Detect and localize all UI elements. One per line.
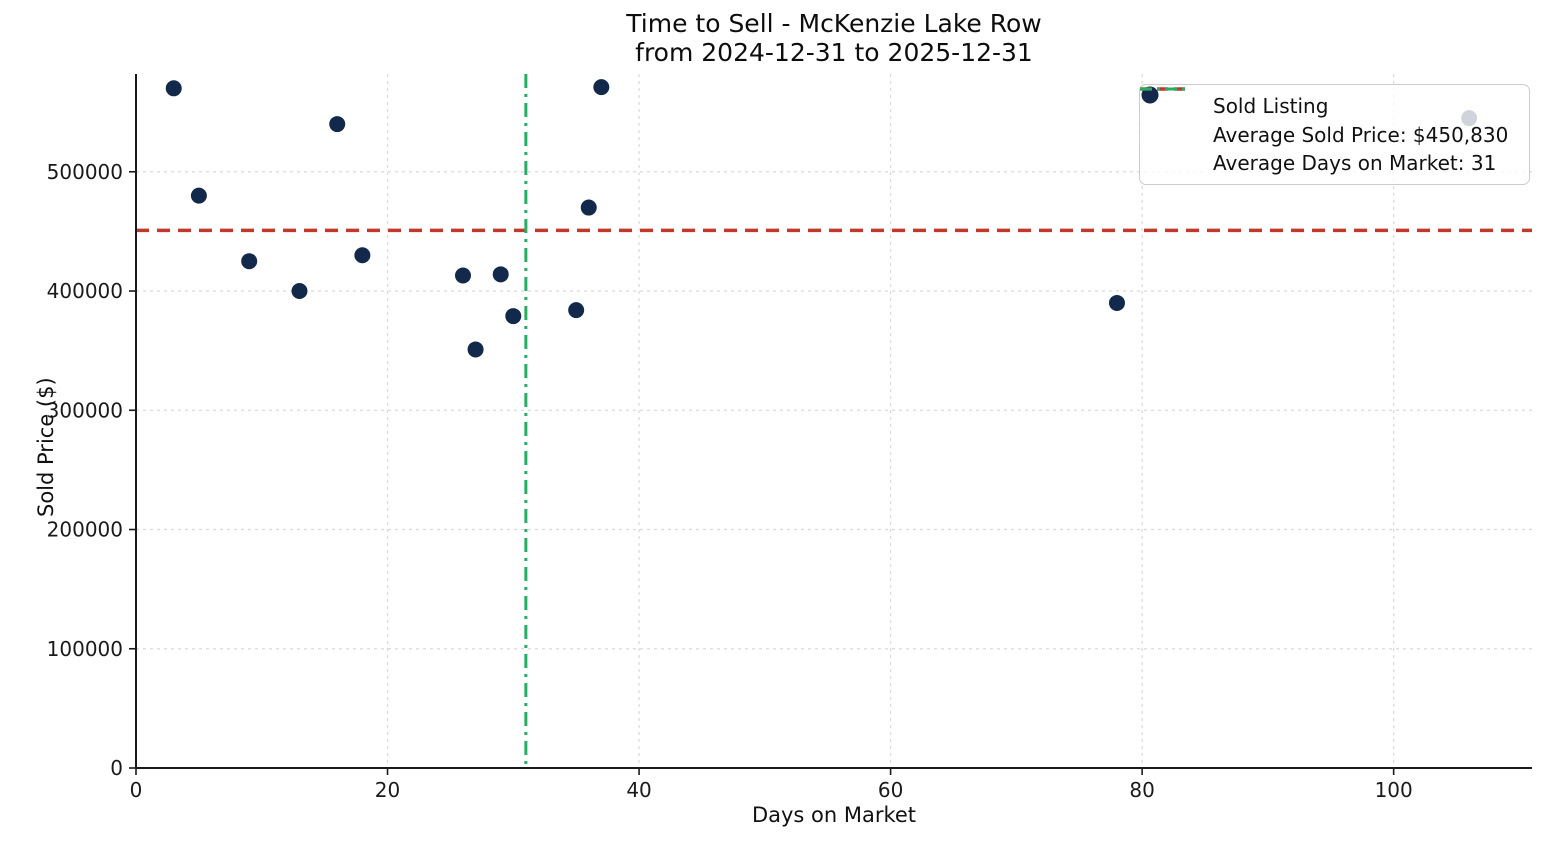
x-axis-label: Days on Market — [751, 803, 917, 827]
x-tick-label: 80 — [1129, 778, 1154, 802]
scatter-point — [291, 283, 308, 300]
legend-item-average-days-on-market: Average Days on Market: 31 — [1140, 87, 1519, 176]
x-tick-label: 20 — [375, 778, 400, 802]
scatter-point — [492, 266, 509, 283]
scatter-point — [190, 187, 207, 204]
scatter-point — [241, 253, 258, 270]
x-tick-label: 100 — [1375, 778, 1413, 802]
scatter-point — [505, 308, 522, 325]
chart-title-line2: from 2024-12-31 to 2025-12-31 — [635, 38, 1033, 67]
legend-item-average-sold-price: Average Sold Price: $450,830 — [1140, 87, 1519, 147]
y-tick-label: 300000 — [47, 398, 123, 422]
legend: Sold Listing Average Sold Price: $450,83… — [1139, 84, 1530, 185]
scatter-point — [568, 302, 585, 319]
legend-item-sold-listing: Sold Listing — [1141, 86, 1519, 118]
scatter-point — [354, 247, 371, 264]
y-tick-label: 400000 — [47, 279, 123, 303]
x-tick-label: 40 — [626, 778, 651, 802]
scatter-point — [454, 267, 471, 284]
y-axis-label: Sold Price ($) — [34, 377, 58, 517]
y-tick-label: 0 — [110, 756, 123, 780]
y-tick-label: 500000 — [47, 160, 123, 184]
scatter-point — [165, 80, 182, 97]
x-tick-label: 60 — [878, 778, 903, 802]
chart-title-line1: Time to Sell - McKenzie Lake Row — [626, 9, 1042, 38]
scatter-point — [580, 199, 597, 216]
legend-label-average-days-on-market: Average Days on Market: 31 — [1213, 151, 1497, 176]
scatter-point — [593, 79, 610, 96]
chart-title: Time to Sell - McKenzie Lake Row from 20… — [136, 9, 1532, 67]
scatter-point — [329, 116, 346, 133]
legend-label-average-sold-price: Average Sold Price: $450,830 — [1213, 122, 1509, 147]
legend-label-sold-listing: Sold Listing — [1213, 93, 1329, 118]
scatter-point — [1108, 294, 1125, 311]
y-tick-label: 200000 — [47, 518, 123, 542]
scatter-point — [467, 341, 484, 358]
y-tick-label: 100000 — [47, 637, 123, 661]
x-tick-label: 0 — [130, 778, 143, 802]
